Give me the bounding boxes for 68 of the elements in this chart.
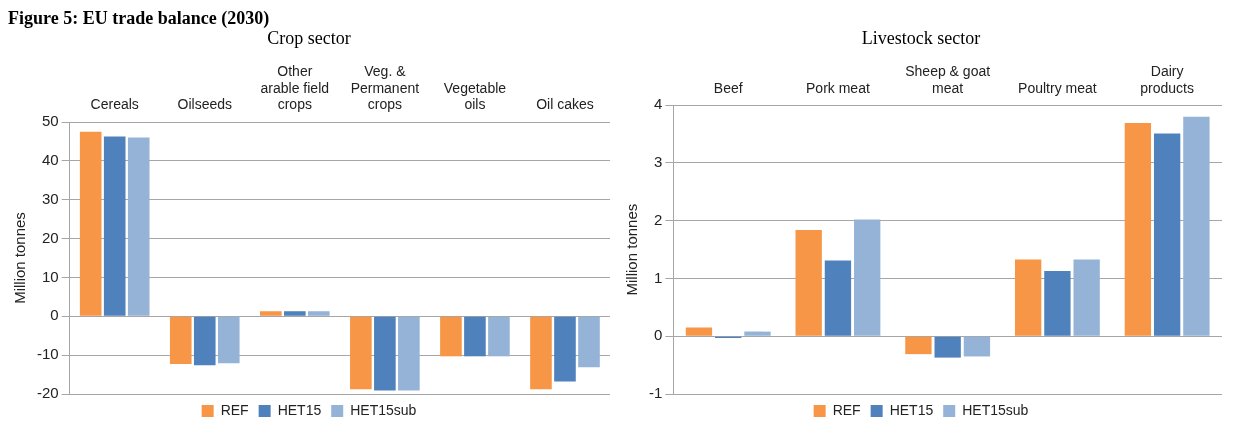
bar xyxy=(1014,259,1042,336)
bar xyxy=(464,316,486,357)
bar xyxy=(308,311,330,316)
x-tick-label: Pork meat xyxy=(806,79,870,96)
legend-label: HET15sub xyxy=(962,401,1029,418)
y-tick-label: 2 xyxy=(653,210,663,228)
bar xyxy=(284,311,306,316)
bar xyxy=(217,316,240,364)
bar xyxy=(169,316,192,365)
bar xyxy=(554,316,576,382)
bar xyxy=(440,316,462,357)
bar xyxy=(795,229,822,336)
bar xyxy=(530,316,552,390)
y-tick-label: 3 xyxy=(653,153,663,171)
x-tick-label: Vegetable oils xyxy=(443,79,507,113)
bar xyxy=(350,316,372,390)
bar xyxy=(905,336,932,355)
y-tick-label: 50 xyxy=(41,112,59,130)
bar xyxy=(934,336,961,358)
bar xyxy=(1124,123,1152,336)
x-tick-label: Sheep & goat meat xyxy=(905,62,991,96)
x-tick-label: Beef xyxy=(713,79,743,96)
bar xyxy=(963,336,991,357)
bar xyxy=(744,331,771,336)
bar xyxy=(259,311,282,316)
bar xyxy=(193,316,216,366)
x-tick-label: Oilseeds xyxy=(177,96,232,113)
bar xyxy=(824,260,852,336)
legend-label: HET15 xyxy=(277,401,322,418)
bar xyxy=(488,316,510,357)
bar xyxy=(127,137,150,316)
chart-title: Crop sector xyxy=(267,27,351,48)
y-tick-label: 30 xyxy=(41,189,59,207)
chart-title: Livestock sector xyxy=(861,27,981,48)
y-tick-label: 4 xyxy=(653,95,663,113)
caption: Figure 5: EU trade balance (2030) xyxy=(8,8,271,28)
bar xyxy=(1153,133,1181,336)
y-tick-label: 20 xyxy=(41,228,59,246)
bar xyxy=(374,316,396,391)
bar xyxy=(578,316,600,368)
x-tick-label: Veg. & Permanent crops xyxy=(350,62,420,113)
bar xyxy=(854,219,881,336)
bar xyxy=(1044,270,1071,336)
y-tick-label: 40 xyxy=(41,151,59,168)
y-axis-title: Million tonnes xyxy=(11,212,29,304)
bar xyxy=(103,136,126,316)
x-tick-label: Dairy products xyxy=(1140,62,1194,96)
bar xyxy=(1183,116,1210,336)
legend-label: REF xyxy=(220,401,249,418)
y-tick-label: 0 xyxy=(653,326,663,344)
y-tick-label: -20 xyxy=(36,384,59,402)
y-tick-label: 1 xyxy=(653,268,663,286)
x-tick-label: Oil cakes xyxy=(536,96,594,113)
y-tick-label: 10 xyxy=(41,267,59,285)
y-tick-label: 0 xyxy=(50,306,59,324)
bar xyxy=(685,327,713,336)
x-tick-label: Other arable field crops xyxy=(260,62,330,113)
y-axis-title: Million tonnes xyxy=(623,203,641,296)
legend-label: REF xyxy=(832,401,861,418)
legend-label: HET15sub xyxy=(350,401,417,418)
y-tick-label: -10 xyxy=(36,345,59,363)
bar xyxy=(79,131,102,316)
bar xyxy=(398,316,420,391)
x-tick-label: Cereals xyxy=(90,96,139,113)
y-tick-label: -1 xyxy=(648,384,663,402)
legend-label: HET15 xyxy=(889,401,934,418)
x-tick-label: Poultry meat xyxy=(1018,79,1097,96)
bar xyxy=(1073,259,1100,336)
